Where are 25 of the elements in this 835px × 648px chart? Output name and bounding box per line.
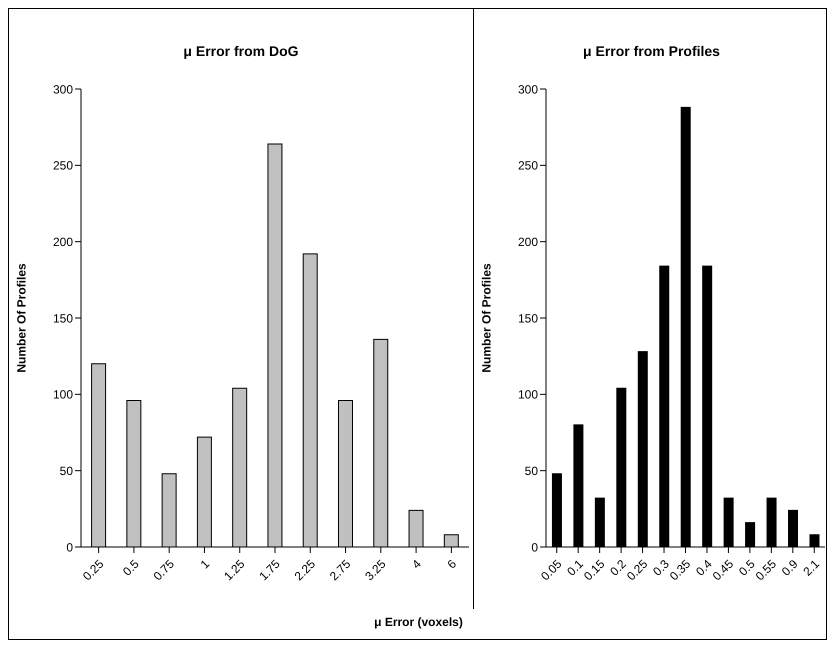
y-tick-label: 300 (52, 82, 74, 96)
x-tick-label: 6 (444, 556, 460, 572)
x-tick-label: 4 (409, 556, 424, 572)
chart-title: μ Error from DoG (182, 43, 300, 59)
y-tick-label: 100 (518, 388, 538, 402)
x-tick-label: 0.9 (778, 556, 801, 579)
y-tick-label: 50 (60, 464, 74, 478)
y-tick-label: 300 (518, 82, 538, 96)
y-tick-label: 200 (52, 234, 74, 249)
x-tick-label: 2.1 (800, 556, 822, 579)
y-tick-label: 50 (524, 464, 538, 478)
y-tick-label: 200 (518, 234, 538, 249)
x-axis-title: μ Error (voxels) (373, 615, 464, 629)
y-tick-label: 250 (52, 158, 74, 173)
y-axis-title: Number Of Profiles (479, 263, 494, 373)
y-tick-label: 250 (518, 158, 538, 173)
x-tick-label: 1 (198, 556, 212, 572)
y-tick-label: 150 (518, 311, 538, 326)
chart-title: μ Error from Profiles (582, 43, 721, 59)
y-tick-label: 150 (52, 311, 74, 326)
y-tick-label: 0 (531, 540, 538, 554)
y-tick-label: 0 (66, 540, 74, 554)
y-tick-label: 100 (52, 388, 74, 402)
y-axis-title: Number Of Profiles (14, 263, 28, 373)
x-tick-label: 0.5 (120, 556, 142, 579)
